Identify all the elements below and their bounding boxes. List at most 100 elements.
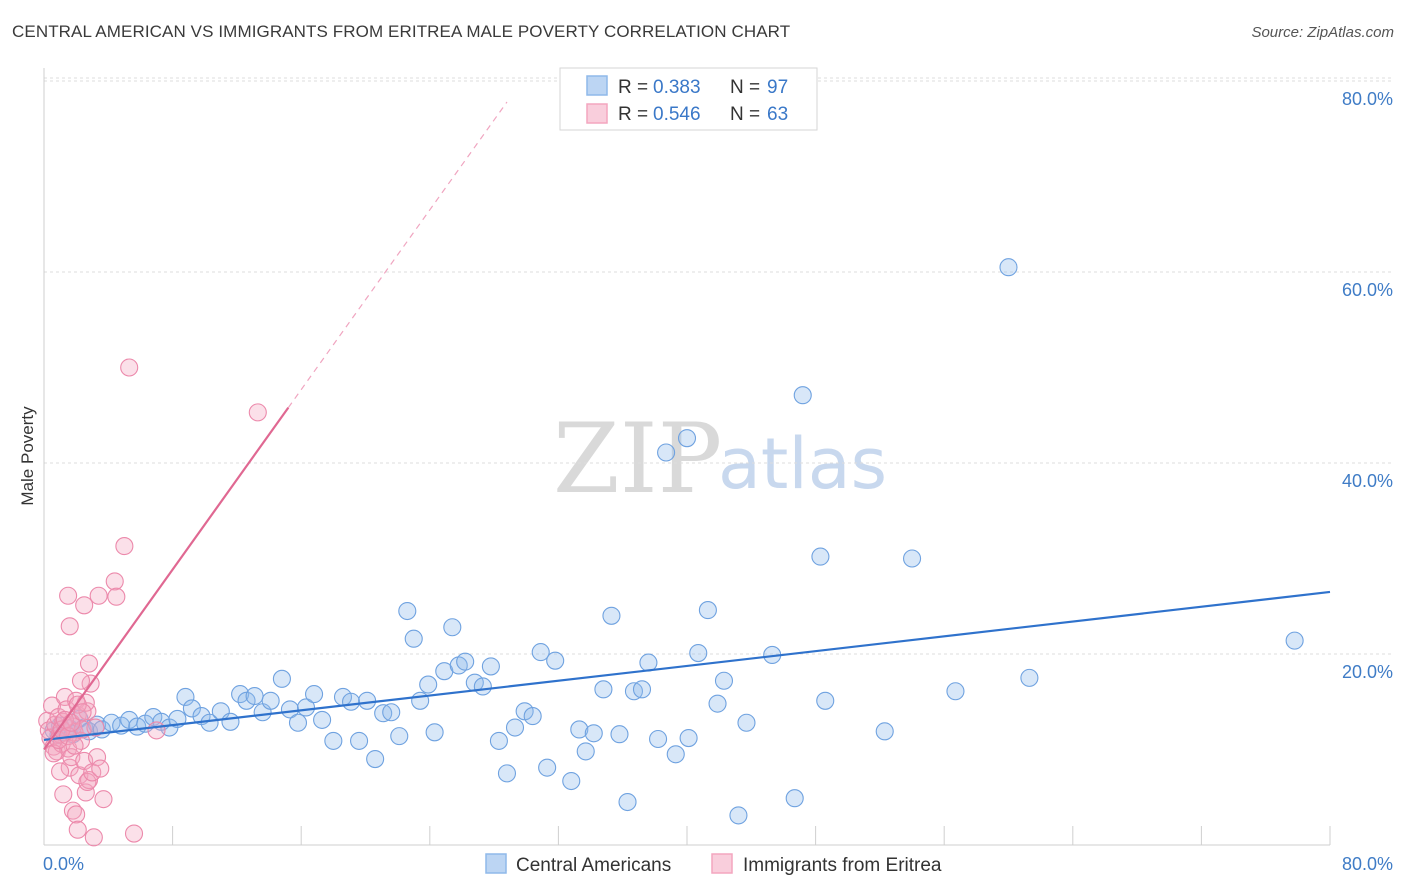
point-1-59 bbox=[65, 736, 84, 755]
point-0-83 bbox=[698, 601, 717, 620]
point-0-60 bbox=[505, 718, 525, 737]
y-tick-label-2: 60.0% bbox=[1342, 280, 1393, 300]
point-0-66 bbox=[562, 771, 581, 791]
point-0-67 bbox=[570, 720, 589, 739]
point-1-35 bbox=[71, 671, 91, 690]
point-0-94 bbox=[902, 549, 922, 568]
watermark: ZIP atlas bbox=[553, 403, 887, 515]
point-1-28 bbox=[51, 762, 70, 781]
x-tick-labels: 0.0% 80.0% bbox=[43, 854, 1393, 874]
series-0-points bbox=[44, 258, 1304, 825]
point-0-42 bbox=[366, 749, 385, 769]
point-0-30 bbox=[261, 691, 280, 710]
y-tick-label-1: 40.0% bbox=[1342, 471, 1393, 491]
point-0-71 bbox=[602, 606, 621, 625]
point-0-87 bbox=[737, 713, 756, 732]
point-0-39 bbox=[341, 692, 361, 711]
point-0-76 bbox=[639, 653, 658, 672]
point-0-44 bbox=[382, 703, 401, 722]
legend-bottom-swatch-pink bbox=[711, 853, 733, 874]
y-tick-labels: 20.0% 40.0% 60.0% 80.0% bbox=[1342, 89, 1393, 682]
point-0-26 bbox=[231, 685, 250, 704]
legend-bottom: Central Americans Immigrants from Eritre… bbox=[485, 853, 942, 876]
point-0-98 bbox=[1285, 631, 1304, 650]
point-1-50 bbox=[124, 824, 144, 843]
point-0-97 bbox=[1020, 668, 1039, 687]
point-0-75 bbox=[632, 680, 652, 699]
x-tick-label-1: 80.0% bbox=[1342, 854, 1393, 874]
point-1-42 bbox=[87, 748, 107, 767]
point-1-30 bbox=[59, 586, 78, 605]
point-0-46 bbox=[398, 601, 417, 621]
legend-top: R = 0.383 N = 97 R = 0.546 N = 63 bbox=[559, 67, 818, 131]
point-1-43 bbox=[89, 586, 108, 605]
point-0-62 bbox=[523, 707, 542, 726]
point-0-52 bbox=[443, 618, 462, 637]
point-1-45 bbox=[94, 790, 113, 809]
point-0-40 bbox=[350, 731, 369, 750]
point-1-29 bbox=[54, 785, 73, 804]
point-1-46 bbox=[105, 572, 124, 591]
x-tick-label-0: 0.0% bbox=[43, 854, 84, 874]
legend-bottom-swatch-blue bbox=[485, 853, 507, 874]
point-1-39 bbox=[79, 654, 99, 673]
legend-r-value-2: 0.546 bbox=[653, 104, 701, 125]
legend-r-label-1: R = bbox=[618, 77, 648, 98]
trend-lines bbox=[43, 101, 1331, 751]
point-0-93 bbox=[875, 722, 894, 741]
y-axis-title: Male Poverty bbox=[18, 406, 37, 506]
legend-bottom-label-1: Central Americans bbox=[516, 855, 671, 876]
data-points bbox=[38, 258, 1304, 847]
point-1-36 bbox=[75, 596, 94, 615]
point-0-95 bbox=[946, 682, 965, 701]
point-1-33 bbox=[67, 805, 86, 824]
point-0-36 bbox=[313, 710, 332, 729]
point-0-33 bbox=[288, 713, 308, 732]
point-0-64 bbox=[538, 758, 557, 777]
series-1-points bbox=[38, 358, 267, 847]
point-0-25 bbox=[221, 712, 240, 731]
grid-lines bbox=[44, 77, 1392, 655]
point-0-41 bbox=[358, 691, 377, 710]
legend-r-value-1: 0.383 bbox=[653, 77, 701, 98]
point-0-57 bbox=[481, 657, 500, 676]
point-0-79 bbox=[666, 745, 685, 764]
point-1-47 bbox=[107, 587, 126, 606]
point-0-48 bbox=[411, 691, 430, 710]
point-0-84 bbox=[708, 694, 727, 713]
point-0-70 bbox=[594, 680, 613, 699]
point-0-77 bbox=[649, 729, 668, 749]
point-1-49 bbox=[120, 358, 139, 377]
point-0-89 bbox=[785, 789, 804, 808]
point-0-50 bbox=[425, 723, 444, 742]
point-0-82 bbox=[689, 643, 708, 663]
point-0-59 bbox=[497, 764, 517, 783]
point-0-73 bbox=[618, 792, 637, 812]
legend-n-label-1: N = bbox=[730, 77, 760, 98]
legend-n-label-2: N = bbox=[730, 104, 760, 125]
y-tick-label-0: 20.0% bbox=[1342, 662, 1393, 682]
point-1-48 bbox=[115, 537, 134, 556]
legend-bottom-label-2: Immigrants from Eritrea bbox=[743, 855, 942, 876]
point-1-3 bbox=[42, 696, 62, 715]
chart-source: Source: ZipAtlas.com bbox=[1251, 24, 1394, 41]
point-0-54 bbox=[456, 652, 475, 671]
point-0-78 bbox=[657, 443, 676, 462]
point-0-65 bbox=[546, 651, 565, 670]
point-0-68 bbox=[576, 742, 595, 761]
point-1-53 bbox=[44, 744, 63, 763]
trend-line-central-americans bbox=[43, 590, 1331, 742]
watermark-zip: ZIP bbox=[553, 403, 722, 515]
point-0-56 bbox=[473, 677, 492, 696]
point-1-61 bbox=[73, 703, 92, 722]
point-0-37 bbox=[324, 731, 343, 750]
legend-n-value-1: 97 bbox=[767, 77, 788, 98]
point-0-96 bbox=[999, 258, 1018, 277]
point-0-92 bbox=[816, 691, 835, 710]
point-0-20 bbox=[176, 687, 195, 707]
point-1-41 bbox=[84, 828, 103, 847]
point-0-21 bbox=[182, 699, 201, 718]
legend-r-label-2: R = bbox=[618, 104, 648, 125]
point-0-86 bbox=[729, 806, 748, 825]
